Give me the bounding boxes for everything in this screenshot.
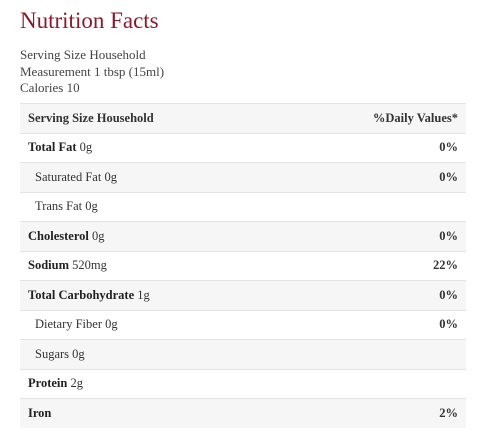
nutrient-name: Sodium [28,258,69,273]
nutrient-cell: Sodium 520mg [20,250,281,281]
nutrient-amount: 1g [137,287,150,302]
nutrient-cell: Cholesterol 0g [20,221,281,251]
nutrient-cell: Dietary Fiber 0g [20,309,281,340]
daily-value [280,191,466,222]
daily-value: 0% [280,309,466,340]
nutrient-row: Trans Fat 0g [20,191,466,222]
nutrient-row: Saturated Fat 0g 0% [20,162,466,192]
nutrient-amount: 0g [79,140,93,155]
header-row: Serving Size Household %Daily Values* [20,103,466,133]
nutrient-name: Total Fat [28,140,77,155]
nutrient-row: Sugars 0g [20,339,466,369]
nutrient-cell: Protein 2g [20,368,281,399]
info-line: Calories 10 [20,80,80,95]
nutrient-cell: Sugars 0g [20,339,281,369]
nutrient-amount: 0g [92,228,105,243]
nutrient-amount: 0g [72,346,85,361]
info-line: Serving Size Household [20,47,146,62]
daily-value [280,368,466,399]
daily-value: 0% [280,221,466,251]
nutrient-name: Protein [28,376,68,391]
nutrient-name: Dietary Fiber [35,317,102,332]
nutrient-name: Iron [28,406,52,420]
title: Nutrition Facts [20,8,159,33]
daily-value: 0% [280,132,466,163]
nutrient-amount: 0g [85,199,98,214]
nutrition-table: Serving Size Household %Daily Values* Tota… [20,103,466,428]
nutrient-row: Iron 2% [20,398,466,428]
nutrient-cell: Total Fat 0g [20,132,281,163]
nutrient-amount: 0g [105,317,118,332]
nutrient-row: Protein 2g [20,368,466,399]
nutrient-name: Saturated Fat [35,169,102,184]
nutrient-cell: Saturated Fat 0g [20,162,281,192]
daily-value: 22% [280,250,466,281]
nutrient-cell: Trans Fat 0g [20,191,281,222]
nutrient-row: Cholesterol 0g 0% [20,221,466,251]
nutrient-cell: Iron [20,398,281,428]
nutrient-row: Total Fat 0g 0% [20,132,466,163]
nutrient-name: Cholesterol [28,228,89,243]
info-line: Measurement 1 tbsp (15ml) [20,63,165,79]
nutrient-amount: 520mg [72,258,107,273]
daily-value: 0% [280,162,466,192]
nutrient-name: Sugars [35,346,70,361]
serving-info: Serving Size Household Measurement 1 tbsp… [20,47,164,97]
daily-value: 0% [280,280,466,310]
nutrient-row: Dietary Fiber 0g 0% [20,309,466,340]
nutrient-amount: 0g [104,169,117,184]
daily-value [280,339,466,369]
nutrient-cell: Total Carbohydrate 1g [20,280,281,310]
daily-value: 2% [280,398,466,428]
nutrient-row: Total Carbohydrate 1g 0% [20,280,466,310]
nutrient-amount: 2g [70,376,83,391]
header-label: Serving Size Household [20,103,281,133]
nutrient-name: Total Carbohydrate [28,287,135,302]
nutrient-name: Trans Fat [35,199,83,214]
nutrient-row: Sodium 520mg 22% [20,250,466,281]
header-dv: %Daily Values* [280,103,466,133]
